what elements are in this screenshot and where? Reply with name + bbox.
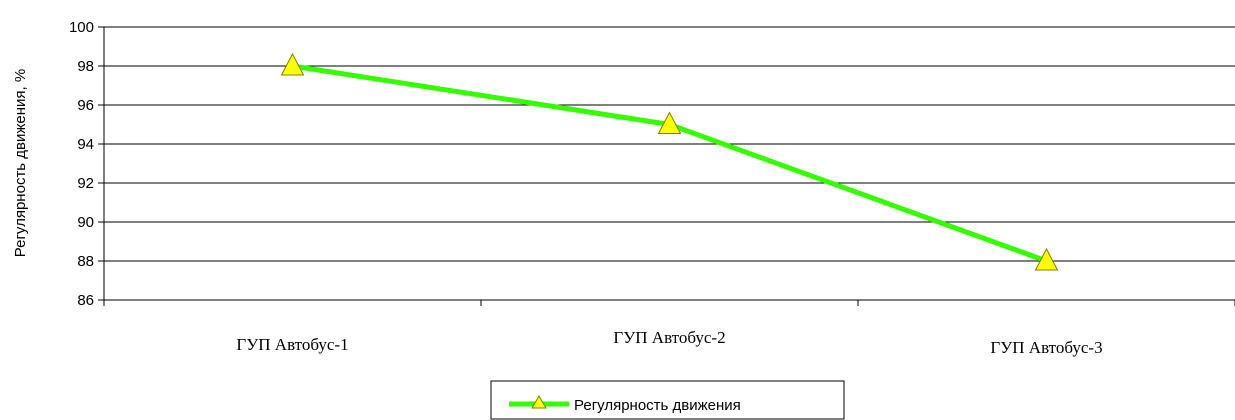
y-tick-label: 94 [77, 136, 94, 153]
y-tick-label: 100 [69, 19, 94, 36]
legend: Регулярность движения [490, 380, 845, 420]
legend-box [490, 380, 845, 420]
y-tick-label: 90 [77, 214, 94, 231]
axes [103, 27, 1235, 301]
y-tick-label: 96 [77, 97, 94, 114]
data-point-marker [280, 52, 305, 76]
data-point-marker [1034, 247, 1059, 271]
legend-label: Регулярность движения [574, 397, 741, 414]
series-line [292, 63, 1048, 264]
data-point-marker [657, 111, 682, 134]
y-tick-label: 92 [77, 175, 94, 192]
y-tick-label: 88 [77, 253, 94, 270]
gridlines [104, 26, 1235, 262]
x-tick-label: ГУП Автобус-1 [236, 335, 348, 354]
series-layer [280, 52, 1059, 271]
x-axis-ticks: ГУП Автобус-1 ГУП Автобус-2 ГУП Автобус-3 [103, 300, 1235, 357]
y-axis-label: Регулярность движения, % [12, 69, 29, 257]
x-tick-label: ГУП Автобус-2 [613, 328, 725, 347]
y-axis-ticks: 86 88 90 92 94 96 98 100 [69, 19, 104, 309]
x-tick-label: ГУП Автобус-3 [990, 338, 1102, 357]
y-tick-label: 86 [77, 292, 94, 309]
y-tick-label: 98 [77, 58, 94, 75]
legend-marker-swatch [531, 395, 547, 409]
